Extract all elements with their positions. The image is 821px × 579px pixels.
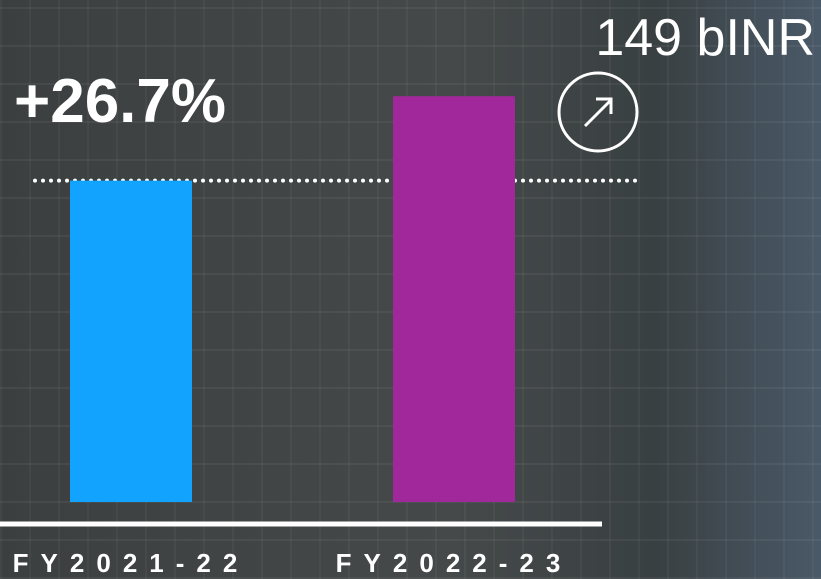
x-tick-label: FY2021-22 [13,548,250,578]
x-tick-label: FY2022-23 [336,548,573,578]
bar [70,181,192,502]
arrow-icon [585,99,611,126]
bar [393,96,515,502]
chart: +26.7% FY2021-22 FY2022-23 149 bINR [0,0,821,579]
value-label: 149 bINR [595,9,815,67]
annotation: +26.7% [14,67,226,136]
